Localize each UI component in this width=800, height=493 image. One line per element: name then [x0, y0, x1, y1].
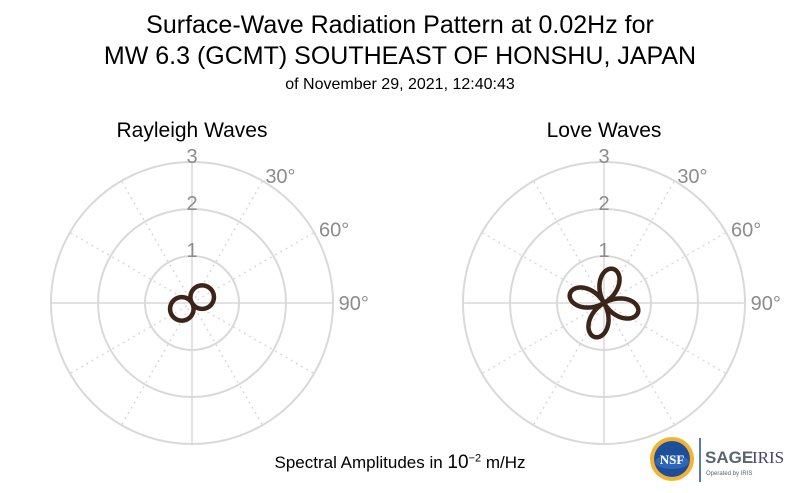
- radial-ring: [144, 255, 240, 351]
- angle-tick-label: 90°: [751, 293, 781, 315]
- angle-tick-label: 60°: [731, 220, 761, 242]
- angle-tick-label: 30°: [265, 166, 295, 188]
- radial-ring: [556, 255, 652, 351]
- caption-suffix: m/Hz: [481, 453, 526, 472]
- chart-subtitle: of November 29, 2021, 12:40:43: [285, 76, 515, 93]
- angle-tick-label: 60°: [319, 220, 349, 242]
- radial-tick-label: 2: [186, 193, 197, 215]
- caption-prefix: Spectral Amplitudes in: [274, 453, 448, 472]
- radial-spoke: [481, 302, 605, 375]
- radial-spoke: [69, 231, 193, 304]
- nsf-logo-text: NSF: [660, 452, 685, 467]
- radial-spoke: [603, 302, 727, 375]
- radial-spoke: [603, 180, 676, 304]
- radial-spoke: [191, 302, 315, 375]
- radial-spoke: [532, 302, 605, 426]
- love-panel-title: Love Waves: [546, 119, 662, 142]
- radial-spoke: [532, 180, 605, 304]
- sponsor-logos: NSF SAGE IRIS Operated by IRIS: [650, 437, 784, 482]
- radial-spoke: [191, 231, 315, 304]
- caption-exponent: −2: [468, 452, 482, 465]
- angle-tick-label: 90°: [339, 293, 369, 315]
- radiation-pattern-curve: [567, 266, 641, 340]
- radial-ring: [97, 208, 287, 398]
- radial-tick-label: 1: [598, 240, 609, 262]
- radial-tick-label: 3: [186, 146, 197, 168]
- operated-by-text: Operated by IRIS: [706, 471, 752, 477]
- radial-tick-label: 3: [598, 146, 609, 168]
- sage-logo-text: SAGE: [705, 448, 753, 467]
- radial-ring: [50, 161, 334, 445]
- rayleigh-panel-title: Rayleigh Waves: [116, 119, 268, 142]
- chart-title-line-2: MW 6.3 (GCMT) SOUTHEAST OF HONSHU, JAPAN: [103, 42, 697, 70]
- angle-tick-label: 30°: [677, 166, 707, 188]
- radiation-pattern-curve: [167, 283, 217, 323]
- radial-spoke: [603, 302, 676, 426]
- radial-tick-label: 2: [598, 193, 609, 215]
- radial-spoke: [120, 180, 193, 304]
- radial-spoke: [603, 231, 727, 304]
- radial-spoke: [481, 231, 605, 304]
- nsf-logo: NSF: [650, 437, 694, 481]
- radial-ring: [509, 208, 699, 398]
- radial-tick-label: 1: [186, 240, 197, 262]
- radial-spoke: [69, 302, 193, 375]
- radial-spoke: [191, 302, 264, 426]
- chart-title-line-1: Surface-Wave Radiation Pattern at 0.02Hz…: [146, 11, 654, 39]
- amplitude-units-caption: Spectral Amplitudes in 10−2 m/Hz: [0, 452, 800, 474]
- iris-logo-text: IRIS: [752, 448, 784, 467]
- caption-base: 10: [447, 452, 469, 473]
- radial-ring: [462, 161, 746, 445]
